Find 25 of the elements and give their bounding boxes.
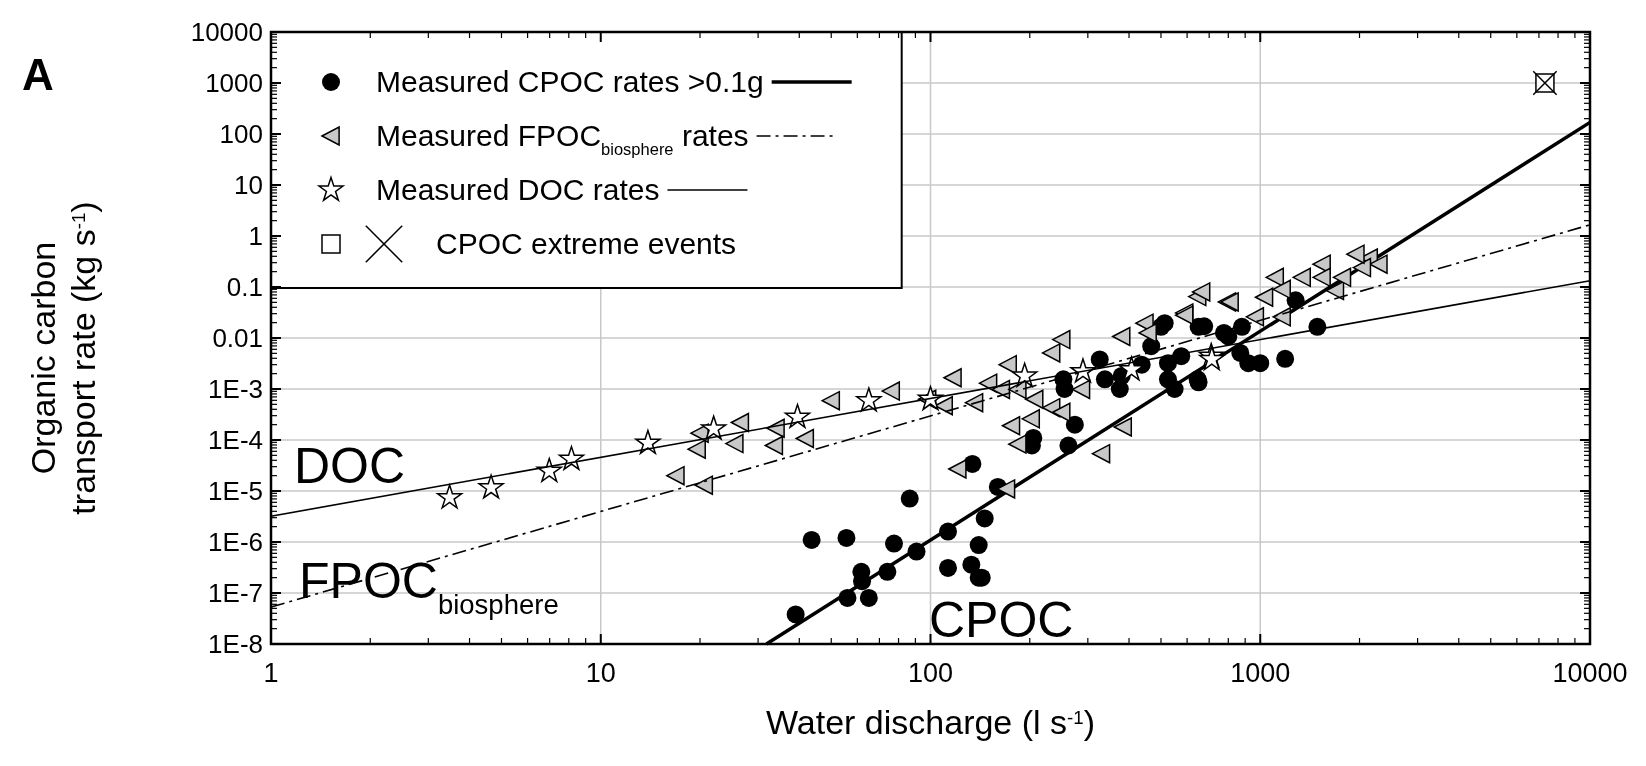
x-axis-title: Water discharge (l s$^{-1}$): [765, 703, 1096, 741]
y-tick-label: 10: [234, 170, 263, 200]
y-tick-label: 10000: [190, 17, 263, 47]
annotation: CPOC: [929, 592, 1074, 648]
y-tick-label: 1E-7: [208, 578, 263, 608]
y-tick-label: 100: [219, 119, 263, 149]
y-tick-label: 1E-4: [208, 425, 263, 455]
x-tick-label: 1000: [1230, 658, 1291, 688]
legend-label: Measured DOC rates: [376, 173, 660, 206]
text: A: [22, 50, 54, 99]
y-tick-label: 1000: [205, 68, 263, 98]
legend-label: Measured FPOC$_{biosphere}$ rates: [376, 119, 749, 158]
annotation: DOC: [294, 438, 406, 494]
y-tick-label: 1E-6: [208, 527, 263, 557]
y-tick-label: 1: [248, 221, 263, 251]
y-tick-label: 0.01: [212, 323, 263, 353]
y-tick-label: 1E-8: [208, 629, 263, 659]
x-tick-label: 10: [585, 658, 616, 688]
y-tick-label: 1E-5: [208, 476, 263, 506]
legend-label: CPOC extreme events: [436, 227, 737, 260]
x-tick-label: 10000: [1552, 658, 1628, 688]
y-tick-label: 0.1: [226, 272, 263, 302]
x-tick-label: 100: [907, 658, 954, 688]
legend-label: Measured CPOC rates >0.1g: [376, 65, 764, 98]
y-tick-label: 1E-3: [208, 374, 263, 404]
